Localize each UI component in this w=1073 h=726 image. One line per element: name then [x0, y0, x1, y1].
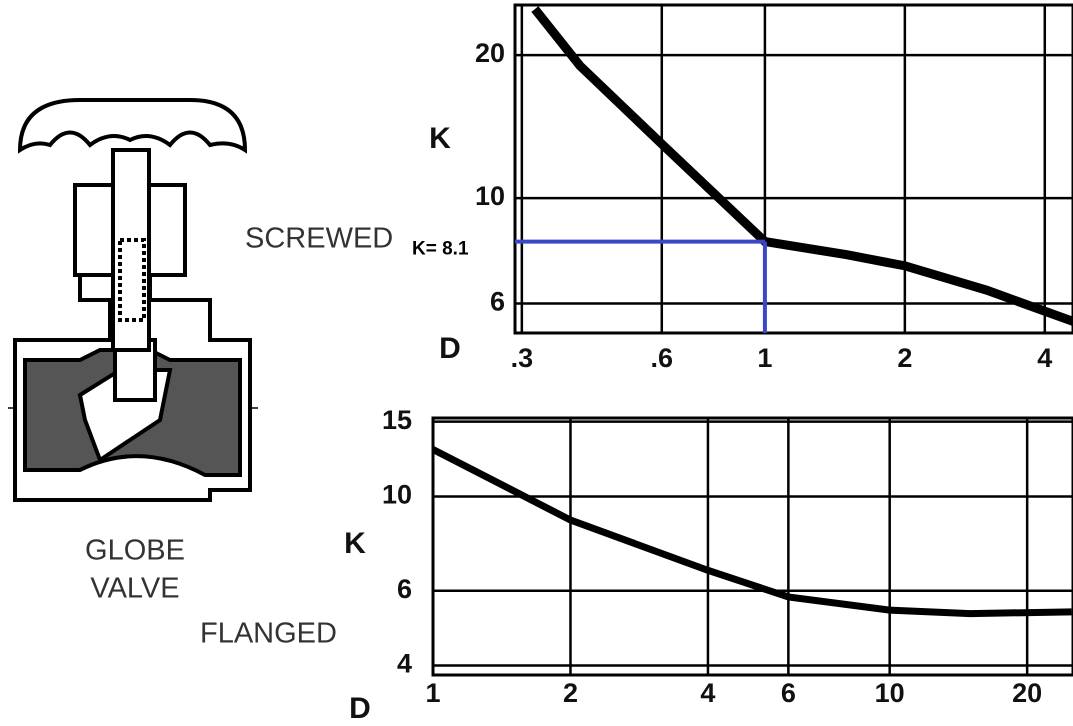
valve-illustration	[8, 100, 258, 500]
x-tick-label: 2	[897, 343, 912, 373]
y-tick-label: 4	[397, 649, 412, 679]
x-tick-label: 1	[757, 343, 772, 373]
x-tick-label: 20	[1012, 678, 1042, 708]
figure: GLOBE VALVE SCREWED.3.612420106DKK= 8.1F…	[0, 0, 1073, 726]
y-tick-label: 20	[475, 38, 505, 68]
x-tick-label: .3	[511, 343, 534, 373]
x-axis-label: D	[439, 332, 461, 365]
y-tick-label: 10	[382, 480, 412, 510]
plot-frame	[433, 418, 1073, 675]
chart: SCREWED .3 .6 1 2 4 20 10 6D K K= 8.1	[245, 5, 1073, 373]
y-tick-label: 10	[475, 181, 505, 211]
y-tick-label: 6	[490, 287, 505, 317]
chart-label: SCREWED	[245, 223, 393, 255]
x-tick-label: 4	[700, 678, 715, 708]
x-tick-label: 10	[875, 678, 905, 708]
x-tick-label: 1	[425, 678, 440, 708]
y-tick-label: 15	[382, 405, 412, 435]
x-axis-label: D	[349, 692, 371, 725]
chart-label: FLANGED	[200, 618, 337, 650]
x-tick-label: 4	[1037, 343, 1052, 373]
annotation-label: K= 8.1	[412, 239, 469, 260]
x-tick-label: 6	[781, 678, 796, 708]
caption-line: VALVE	[90, 573, 179, 605]
y-tick-label: 6	[397, 574, 412, 604]
y-axis-label: K	[344, 527, 366, 560]
x-tick-label: .6	[651, 343, 674, 373]
y-axis-label: K	[429, 122, 451, 155]
x-tick-label: 2	[563, 678, 578, 708]
curve	[433, 449, 1071, 613]
caption-line: GLOBE	[85, 535, 185, 567]
